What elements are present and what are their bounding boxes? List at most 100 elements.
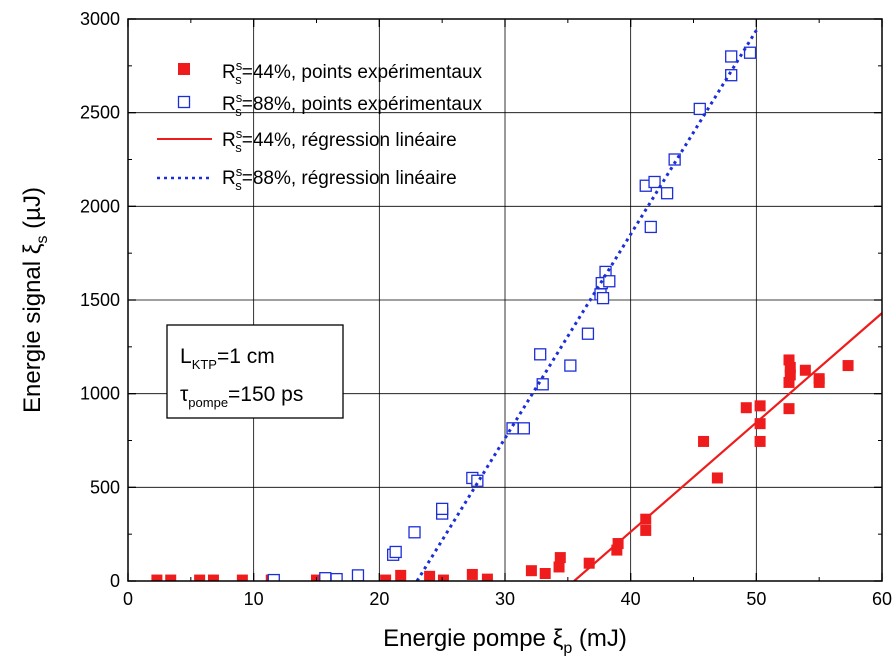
data-point-filled [207, 574, 219, 581]
legend-item-44-regression: Rs s=44%, régression linéaire [157, 126, 457, 155]
data-point-open [534, 348, 547, 361]
data-point-filled [784, 369, 796, 381]
data-point-open [581, 327, 595, 340]
data-point-filled [784, 361, 796, 373]
data-point-open [596, 291, 610, 305]
data-point-filled [698, 435, 710, 447]
legend-label-sub: s [235, 140, 242, 155]
data-point-filled [194, 574, 206, 581]
annotation-tau-value: =150 ps [228, 383, 303, 406]
data-point-open [648, 175, 661, 189]
data-point-filled [813, 376, 825, 388]
data-point-open [564, 359, 577, 372]
series-3 [415, 27, 759, 581]
data-point-filled [481, 573, 493, 581]
x-tick-label: 20 [369, 589, 389, 609]
data-point-filled [539, 568, 551, 580]
legend: Rs s=44%, points expérimentaux Rs s=88%, p… [157, 58, 483, 193]
data-point-filled [842, 360, 854, 372]
y-tick-label: 2000 [80, 196, 120, 216]
x-axis-label-main: Energie pompe ξ [383, 625, 563, 652]
data-point-filled [554, 552, 566, 564]
data-point-open [725, 50, 738, 63]
svg-text:Rss=88%, points expérimentaux: Rs s=88%, points expérimentaux [222, 90, 483, 119]
data-point-filled [783, 403, 795, 415]
series-2 [573, 312, 882, 581]
data-point-filled [553, 561, 565, 573]
legend-marker-open-square [177, 95, 191, 109]
legend-label-sup: s [236, 90, 243, 105]
svg-text:Rss=44%, points expérimentaux: Rs s=44%, points expérimentaux [222, 58, 483, 87]
data-point-open [408, 526, 421, 539]
y-tick-label: 0 [110, 571, 120, 591]
svg-text:LKTP=1 cm: LKTP=1 cm [180, 345, 275, 372]
y-axis-label: Energie signal ξs (µJ) [19, 187, 51, 413]
annotation-l-sub: KTP [192, 357, 217, 372]
data-point-filled [711, 472, 723, 484]
legend-item-44-points: Rs s=44%, points expérimentaux [178, 58, 483, 87]
annotation-frame [166, 324, 344, 419]
y-tick-label: 3000 [80, 9, 120, 29]
legend-label-text: =44%, régression linéaire [242, 130, 457, 151]
series-1 [267, 46, 757, 581]
data-point-filled [783, 376, 795, 388]
x-axis-label-unit: (mJ) [572, 625, 627, 652]
data-point-open [436, 502, 449, 516]
data-point-filled [611, 544, 623, 556]
annotation-tau-sub: pompe [188, 395, 228, 410]
data-point-filled [640, 524, 652, 536]
series-layer [151, 27, 882, 581]
x-tick-label: 40 [621, 589, 641, 609]
legend-label-r: R [222, 62, 236, 83]
data-point-filled [424, 570, 436, 581]
legend-label-text: =44%, points expérimentaux [242, 62, 483, 83]
x-tick-label: 10 [244, 589, 264, 609]
x-tick-label: 60 [872, 589, 892, 609]
data-point-open [644, 220, 657, 234]
data-point-filled [783, 354, 795, 366]
data-point-filled [754, 400, 766, 412]
legend-label-text: =88%, régression linéaire [242, 168, 457, 189]
data-point-open [319, 572, 332, 581]
data-point-filled [236, 574, 248, 581]
data-point-filled [740, 402, 752, 414]
svg-text:Rss=88%, régression linéaire: Rs s=88%, régression linéaire [222, 164, 457, 193]
data-point-open [471, 474, 484, 487]
svg-text:Rss=44%, régression linéaire: Rs s=44%, régression linéaire [222, 126, 457, 155]
annotation-box: LKTP=1 cm τpompe=150 ps [166, 324, 344, 419]
data-point-open [267, 573, 280, 581]
regression-line [415, 27, 759, 581]
data-point-filled [466, 568, 478, 580]
data-point-open [351, 569, 365, 581]
legend-marker-filled-square [178, 63, 190, 75]
data-point-filled [525, 565, 537, 577]
data-point-filled [395, 569, 407, 581]
data-point-open [660, 187, 674, 200]
legend-label-text: =88%, points expérimentaux [242, 94, 483, 115]
legend-label-r: R [222, 94, 236, 115]
x-tick-label: 0 [123, 589, 133, 609]
x-tick-label: 30 [495, 589, 515, 609]
data-point-open [743, 46, 757, 59]
data-point-open [725, 69, 738, 82]
data-point-filled [799, 364, 811, 376]
y-tick-label: 500 [90, 477, 120, 497]
data-point-filled [380, 574, 392, 581]
data-point-open [517, 422, 530, 435]
data-point-open [693, 102, 706, 116]
y-axis-label-sub: s [34, 235, 51, 243]
y-tick-label: 1500 [80, 290, 120, 310]
data-point-open [603, 275, 616, 288]
data-point-open [668, 153, 681, 166]
axis-ticks: 0 10 20 30 40 50 60 0 500 1000 1500 2000 2500 3000 [80, 9, 892, 609]
data-point-filled [165, 574, 177, 581]
y-axis-label-unit: (µJ) [19, 187, 46, 235]
legend-label-sup: s [236, 164, 243, 179]
regression-line [573, 312, 882, 581]
y-axis-label-main: Energie signal ξ [19, 243, 46, 413]
y-tick-label: 1000 [80, 384, 120, 404]
y-tick-label: 2500 [80, 103, 120, 123]
legend-label-sub: s [235, 178, 242, 193]
legend-item-88-points: Rs s=88%, points expérimentaux [177, 90, 483, 119]
